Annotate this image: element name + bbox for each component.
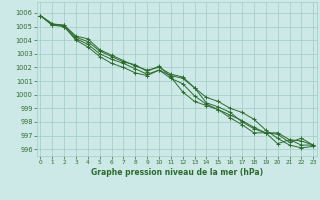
X-axis label: Graphe pression niveau de la mer (hPa): Graphe pression niveau de la mer (hPa)	[91, 168, 263, 177]
